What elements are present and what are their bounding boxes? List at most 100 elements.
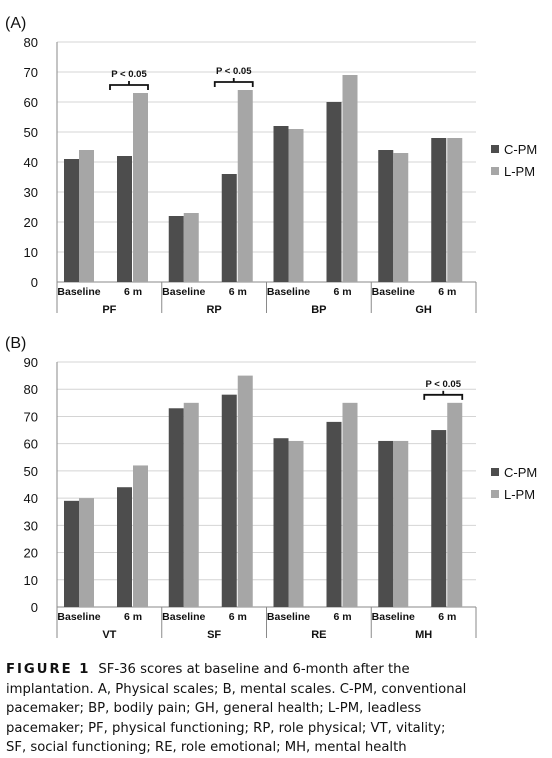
x-tick-label: 6 m (438, 611, 456, 623)
bar-sf-baseline-c-pm (168, 408, 184, 607)
legend-swatch-c-pm (491, 468, 499, 476)
x-tick-label: 6 m (229, 286, 247, 298)
bar-re-baseline-l-pm (288, 440, 304, 607)
group-label-bp: BP (311, 304, 326, 316)
bar-gh-6m-l-pm (447, 138, 463, 282)
panel-label: (A) (5, 15, 26, 32)
y-tick-label: 10 (24, 245, 38, 260)
legend-label-c-pm: C-PM (504, 142, 537, 157)
bar-sf-baseline-l-pm (183, 402, 199, 607)
legend-label-c-pm: C-PM (504, 465, 537, 480)
group-label-mh: MH (415, 629, 432, 641)
significance-bracket (423, 393, 464, 400)
x-tick-label: Baseline (57, 611, 100, 623)
bar-rp-6m-l-pm (237, 90, 253, 282)
caption-line-5: SF, social functioning; RE, role emotion… (6, 740, 407, 755)
legend-swatch-l-pm (491, 167, 499, 175)
x-tick-label: 6 m (438, 286, 456, 298)
group-label-rp: RP (206, 304, 221, 316)
caption-line-3: pacemaker; BP, bodily pain; GH, general … (6, 701, 422, 716)
bar-vt-6m-l-pm (133, 465, 148, 607)
x-tick-label: Baseline (267, 286, 310, 298)
bar-rp-baseline-l-pm (183, 213, 199, 282)
group-label-vt: VT (102, 629, 116, 641)
y-tick-label: 80 (24, 35, 38, 50)
significance-label: P < 0.05 (426, 379, 462, 390)
group-label-gh: GH (415, 304, 432, 316)
bar-sf-6m-c-pm (221, 394, 237, 607)
panel-label: (B) (5, 335, 26, 352)
x-tick-label: Baseline (372, 611, 415, 623)
bar-pf-6m-l-pm (133, 93, 148, 282)
bar-re-6m-l-pm (342, 402, 358, 607)
significance-label: P < 0.05 (216, 66, 252, 77)
x-tick-label: 6 m (333, 611, 351, 623)
y-tick-label: 10 (24, 573, 38, 588)
x-tick-label: 6 m (124, 286, 142, 298)
bar-re-baseline-c-pm (273, 438, 289, 607)
y-tick-label: 0 (31, 275, 38, 290)
bar-bp-6m-l-pm (342, 75, 358, 282)
y-tick-label: 20 (24, 546, 38, 561)
x-tick-label: Baseline (267, 611, 310, 623)
bar-pf-6m-c-pm (117, 156, 132, 282)
legend-label-l-pm: L-PM (504, 164, 535, 179)
y-tick-label: 30 (24, 518, 38, 533)
bar-bp-baseline-l-pm (288, 129, 304, 282)
x-tick-label: Baseline (372, 286, 415, 298)
caption-line-4: pacemaker; PF, physical functioning; RP,… (6, 720, 446, 736)
significance-bracket (109, 84, 149, 90)
bar-re-6m-c-pm (326, 421, 342, 607)
y-tick-label: 60 (24, 95, 38, 110)
y-tick-label: 20 (24, 215, 38, 230)
bar-gh-6m-c-pm (431, 138, 447, 282)
bar-vt-baseline-c-pm (64, 500, 79, 607)
bar-pf-baseline-c-pm (64, 159, 79, 282)
y-tick-label: 90 (24, 355, 38, 370)
y-tick-label: 40 (24, 491, 38, 506)
bar-mh-baseline-l-pm (393, 440, 409, 607)
legend-label-l-pm: L-PM (504, 487, 535, 502)
group-label-pf: PF (102, 304, 116, 316)
y-tick-label: 40 (24, 155, 38, 170)
y-tick-label: 50 (24, 125, 38, 140)
caption-line-1: FIGURE 1 SF-36 scores at baseline and 6-m… (6, 660, 552, 680)
bar-mh-6m-l-pm (447, 402, 463, 607)
caption-line-2: implantation. A, Physical scales; B, men… (6, 681, 467, 697)
x-tick-label: 6 m (124, 611, 142, 623)
caption-label: FIGURE 1 (6, 662, 91, 677)
x-tick-label: Baseline (162, 611, 205, 623)
bar-vt-baseline-l-pm (79, 498, 94, 607)
y-tick-label: 60 (24, 437, 38, 452)
bar-bp-baseline-c-pm (273, 126, 289, 282)
y-tick-label: 30 (24, 185, 38, 200)
y-tick-label: 70 (24, 409, 38, 424)
significance-label: P < 0.05 (111, 69, 147, 80)
bar-rp-6m-c-pm (221, 174, 237, 282)
x-tick-label: 6 m (333, 286, 351, 298)
legend-swatch-l-pm (491, 490, 499, 498)
x-tick-label: 6 m (229, 611, 247, 623)
bar-mh-6m-c-pm (431, 430, 447, 607)
y-tick-label: 0 (31, 600, 38, 615)
bar-rp-baseline-c-pm (168, 216, 184, 282)
group-label-sf: SF (207, 629, 221, 641)
x-tick-label: Baseline (57, 286, 100, 298)
y-tick-label: 70 (24, 65, 38, 80)
significance-bracket (213, 81, 254, 87)
y-tick-label: 50 (24, 464, 38, 479)
caption-text-1: SF-36 scores at baseline and 6-month aft… (98, 662, 410, 677)
bar-bp-6m-c-pm (326, 102, 342, 282)
bar-mh-baseline-c-pm (378, 440, 394, 607)
bar-pf-baseline-l-pm (79, 150, 94, 282)
bar-gh-baseline-c-pm (378, 150, 394, 282)
bar-gh-baseline-l-pm (393, 153, 409, 282)
group-label-re: RE (311, 629, 326, 641)
bar-sf-6m-l-pm (237, 375, 253, 607)
x-tick-label: Baseline (162, 286, 205, 298)
legend-swatch-c-pm (491, 145, 499, 153)
y-tick-label: 80 (24, 382, 38, 397)
